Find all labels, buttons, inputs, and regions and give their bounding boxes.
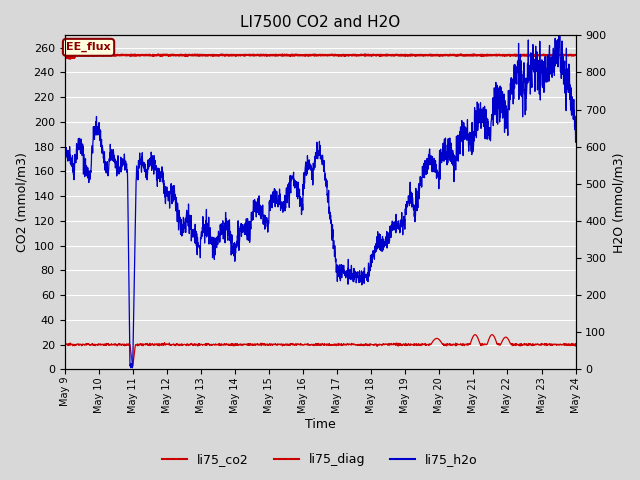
Y-axis label: H2O (mmol/m3): H2O (mmol/m3) bbox=[612, 152, 625, 252]
Line: li75_diag: li75_diag bbox=[65, 54, 575, 59]
Line: li75_h2o: li75_h2o bbox=[65, 21, 575, 368]
li75_co2 bbox=[61, 342, 68, 348]
li75_diag bbox=[572, 52, 579, 58]
li75_h2o bbox=[572, 139, 579, 145]
X-axis label: Time: Time bbox=[305, 419, 335, 432]
li75_co2 bbox=[129, 363, 136, 369]
Legend: li75_co2, li75_diag, li75_h2o: li75_co2, li75_diag, li75_h2o bbox=[157, 448, 483, 471]
li75_h2o bbox=[557, 62, 565, 68]
li75_h2o bbox=[310, 160, 317, 166]
li75_diag bbox=[557, 52, 565, 58]
li75_co2 bbox=[463, 341, 471, 347]
Text: EE_flux: EE_flux bbox=[66, 42, 111, 52]
li75_diag bbox=[470, 51, 477, 57]
li75_h2o bbox=[129, 365, 136, 371]
li75_h2o bbox=[557, 75, 565, 81]
li75_co2 bbox=[87, 342, 95, 348]
li75_diag bbox=[296, 52, 303, 58]
li75_h2o bbox=[555, 18, 563, 24]
li75_co2 bbox=[296, 342, 303, 348]
li75_h2o bbox=[61, 156, 68, 162]
li75_diag bbox=[310, 52, 317, 58]
li75_co2 bbox=[557, 341, 565, 347]
li75_co2 bbox=[572, 341, 579, 347]
Y-axis label: CO2 (mmol/m3): CO2 (mmol/m3) bbox=[15, 152, 28, 252]
li75_diag bbox=[61, 54, 68, 60]
li75_co2 bbox=[471, 332, 479, 337]
li75_diag bbox=[463, 52, 471, 58]
Line: li75_co2: li75_co2 bbox=[65, 335, 575, 366]
li75_diag bbox=[67, 56, 74, 62]
li75_h2o bbox=[87, 168, 95, 174]
li75_diag bbox=[557, 52, 565, 58]
li75_h2o bbox=[463, 132, 471, 138]
Title: LI7500 CO2 and H2O: LI7500 CO2 and H2O bbox=[240, 15, 400, 30]
li75_diag bbox=[87, 52, 95, 58]
li75_co2 bbox=[310, 341, 317, 347]
li75_co2 bbox=[557, 342, 565, 348]
li75_h2o bbox=[296, 204, 303, 209]
